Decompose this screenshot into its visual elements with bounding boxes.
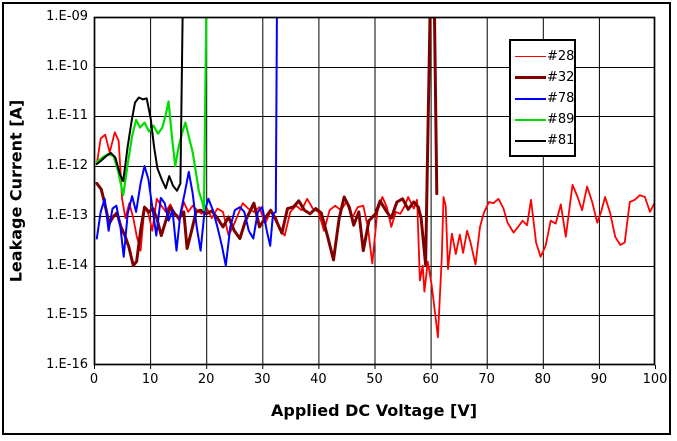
legend-line-sample [515, 118, 546, 121]
plot-border [93, 16, 656, 366]
series-line-#81 [95, 17, 184, 192]
legend-entry: #32 [511, 67, 574, 88]
series-line-#89 [95, 17, 208, 212]
legend-label: #78 [547, 91, 575, 106]
legend-label: #32 [547, 70, 575, 85]
y-tick-label: 1.E-16 [46, 357, 88, 372]
legend-label: #28 [547, 49, 575, 64]
legend-label: #81 [547, 133, 575, 148]
y-tick-label: 1.E-10 [46, 58, 88, 74]
legend-line-sample [515, 76, 546, 79]
x-tick-label: 80 [534, 372, 552, 387]
legend-entry: #78 [511, 88, 574, 109]
y-tick-label: 1.E-09 [46, 9, 88, 24]
figure-border [2, 2, 671, 435]
y-axis-title: Leakage Current [A] [6, 99, 26, 283]
x-tick-label: 50 [366, 372, 383, 387]
y-tick-label: 1.E-12 [46, 158, 88, 174]
series-group [95, 17, 655, 339]
y-tick-label: 1.E-14 [46, 257, 88, 273]
series-line-#78 [95, 17, 278, 267]
x-tick-label: 40 [310, 372, 327, 387]
legend-line-sample [515, 56, 546, 57]
x-axis-title: Applied DC Voltage [V] [270, 401, 478, 420]
x-tick-label: 70 [478, 372, 495, 387]
legend-line-sample [515, 139, 546, 142]
x-tick-label: 20 [197, 372, 215, 387]
x-tick-marks [94, 365, 656, 369]
legend-entry: #89 [511, 109, 574, 130]
legend-entry: #28 [511, 46, 574, 67]
x-tick-label: 0 [89, 372, 99, 387]
y-tick-label: 1.E-11 [46, 108, 88, 124]
x-tick-label: 90 [590, 372, 608, 387]
x-tick-label: 10 [141, 372, 159, 387]
legend-box: #28 #32 #78 #89 #81 [509, 39, 576, 157]
y-tick-label: 1.E-13 [46, 207, 88, 223]
legend-entry: #81 [511, 130, 574, 151]
legend-line-sample [515, 97, 546, 100]
y-tick-label: 1.E-15 [46, 307, 88, 323]
x-tick-label: 60 [422, 372, 439, 387]
x-tick-label: 30 [254, 372, 271, 387]
legend-label: #89 [547, 112, 575, 127]
x-tick-label: 100 [642, 372, 668, 387]
